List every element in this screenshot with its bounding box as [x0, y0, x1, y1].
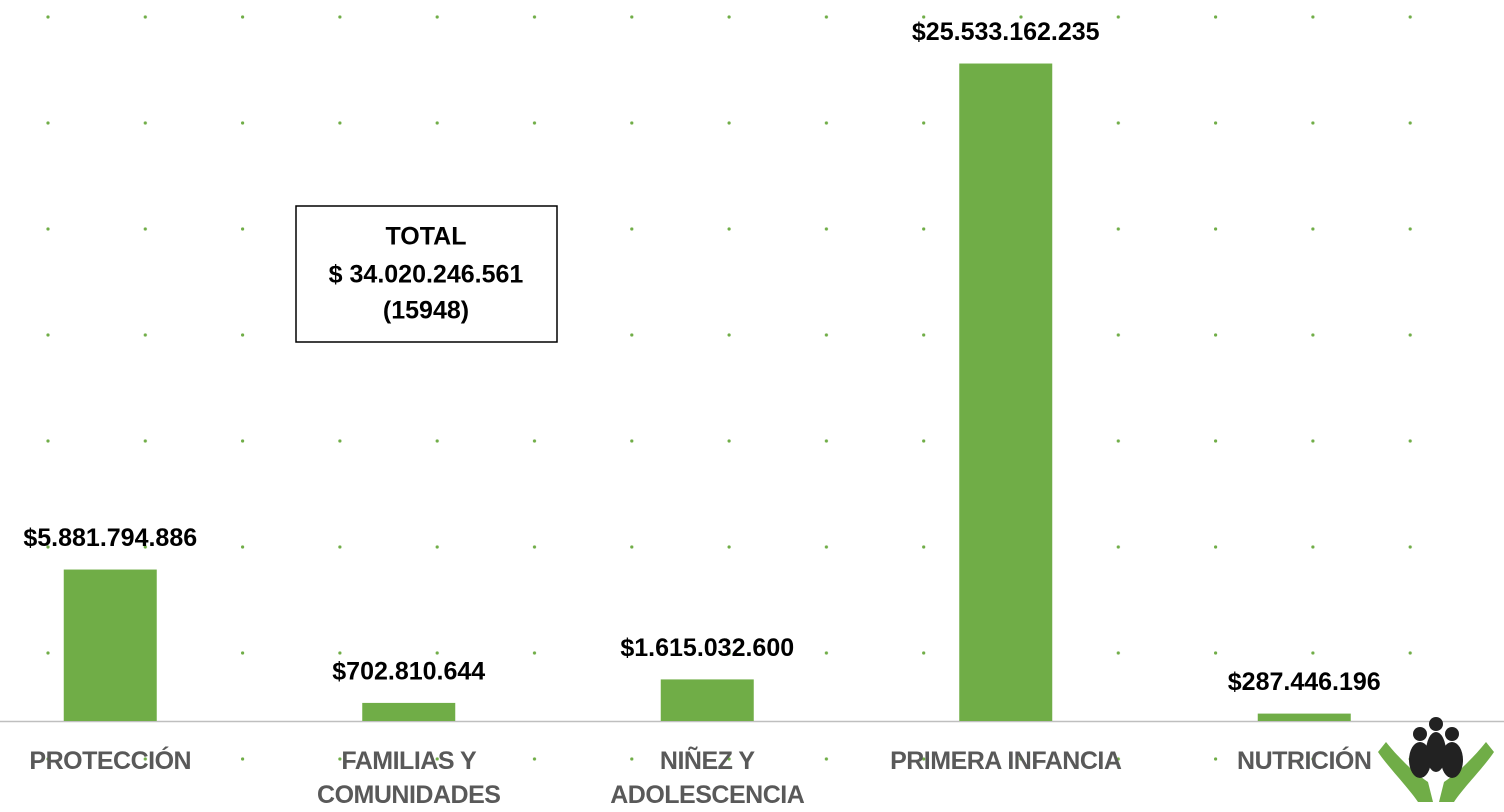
x-tick-label: NIÑEZ Y ADOLESCENCIA: [610, 747, 805, 809]
total-count: (15948): [383, 297, 469, 325]
x-tick-label: PRIMERA INFANCIA: [890, 747, 1122, 775]
value-label: $1.615.032.600: [620, 634, 794, 662]
value-label: $702.810.644: [332, 658, 485, 686]
value-label: $5.881.794.886: [23, 524, 197, 552]
bar: [1257, 713, 1351, 721]
value-label: $287.446.196: [1228, 668, 1381, 696]
x-tick-label: PROTECCIÓN: [29, 747, 192, 775]
total-value: $ 34.020.246.561: [329, 261, 524, 289]
bar: [959, 63, 1053, 722]
value-label: $25.533.162.235: [912, 18, 1100, 46]
total-label: TOTAL: [385, 223, 466, 251]
bar: [63, 569, 157, 721]
x-tick-label: NUTRICIÓN: [1237, 747, 1372, 775]
total-box: [295, 205, 558, 343]
logo: [1378, 717, 1494, 802]
bar: [660, 679, 754, 721]
x-tick-label: FAMILIAS Y COMUNIDADES: [317, 747, 501, 809]
bar: [362, 702, 456, 721]
